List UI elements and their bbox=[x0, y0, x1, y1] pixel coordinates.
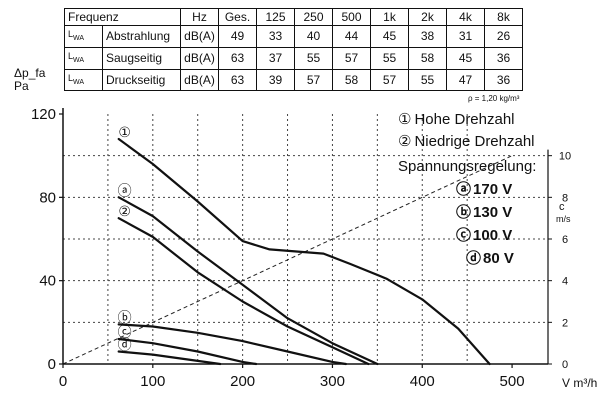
y2-tick-label: 4 bbox=[562, 276, 568, 288]
y2-axis-label: c bbox=[559, 201, 565, 213]
curve-label: ⓒ bbox=[118, 324, 132, 340]
symbol-subscript: WA bbox=[73, 78, 85, 86]
table-row: LWA Saugseitig dB(A) 63 37 55 57 55 58 4… bbox=[64, 46, 523, 70]
y-tick-label: 80 bbox=[39, 189, 56, 206]
table-cell: 57 bbox=[332, 46, 371, 70]
table-row: LWA Druckseitig dB(A) 63 39 57 58 57 55 … bbox=[64, 68, 523, 92]
legend-voltage: ⓑ 130 V bbox=[456, 203, 512, 221]
series-line bbox=[117, 323, 347, 366]
legend-voltage: ⓓ 80 V bbox=[466, 249, 514, 267]
chart-legend: ① Hohe Drehzahl ② Niedrige Drehzahl Spannu… bbox=[398, 111, 536, 267]
table-cell: 55 bbox=[294, 46, 333, 70]
series-line bbox=[117, 337, 258, 366]
table-row-label: Druckseitig bbox=[102, 68, 181, 92]
table-header-cell: 125 bbox=[256, 8, 295, 26]
symbol-subscript: WA bbox=[73, 34, 85, 42]
table-cell: 39 bbox=[256, 68, 295, 92]
legend-voltage: ⓐ 170 V bbox=[456, 180, 512, 198]
y2-tick-label: 6 bbox=[562, 234, 568, 246]
series-line bbox=[117, 217, 370, 366]
symbol-text: L bbox=[68, 29, 74, 39]
x-tick-label: 200 bbox=[230, 373, 255, 390]
y2-tick-label: 8 bbox=[562, 192, 568, 204]
axes: 0 100 200 300 400 500 0 40 80 120 0 2 4 6 8 10 bbox=[31, 106, 571, 390]
curve-label: ⓓ bbox=[118, 337, 132, 353]
x-tick-label: 0 bbox=[59, 373, 67, 390]
y-axis-unit: Pa bbox=[14, 79, 29, 93]
symbol-text: L bbox=[68, 50, 74, 61]
legend-item: ① Hohe Drehzahl bbox=[398, 111, 515, 128]
x-tick-label: 400 bbox=[410, 373, 435, 390]
table-cell: 40 bbox=[294, 25, 333, 48]
x-tick-label: 500 bbox=[500, 373, 525, 390]
symbol-text: L bbox=[68, 72, 74, 83]
y2-tick-label: 2 bbox=[562, 317, 568, 329]
y-tick-label: 40 bbox=[39, 273, 56, 290]
x-tick-label: 100 bbox=[140, 373, 165, 390]
series-line bbox=[117, 196, 379, 366]
table-unit-cell: dB(A) bbox=[180, 25, 219, 48]
table-header-cell: 500 bbox=[332, 8, 371, 26]
grid bbox=[63, 114, 548, 364]
table-cell: 57 bbox=[294, 68, 333, 92]
density-note: ρ = 1,20 kg/m³ bbox=[468, 94, 520, 103]
series-line bbox=[117, 137, 491, 366]
table-row-label: Abstrahlung bbox=[102, 25, 181, 48]
sound-power-table: Frequenz Hz Ges. 125 250 500 1k 2k 4k 8k… bbox=[64, 8, 523, 92]
table-cell: 26 bbox=[484, 25, 523, 48]
curve-label: ② bbox=[118, 203, 131, 219]
table-cell: 58 bbox=[332, 68, 371, 92]
table-header-cell: 8k bbox=[484, 8, 523, 26]
table-cell: 63 bbox=[218, 46, 257, 70]
velocity-line bbox=[62, 155, 513, 365]
table-row-label: Saugseitig bbox=[102, 46, 181, 70]
y-axis-label: Δp_fa bbox=[14, 66, 46, 80]
table-header-cell: 2k bbox=[408, 8, 447, 26]
y2-axis-unit: m/s bbox=[556, 214, 571, 224]
table-header-cell: Frequenz bbox=[64, 8, 181, 26]
table-header-cell: 1k bbox=[370, 8, 409, 26]
table-unit-cell: dB(A) bbox=[180, 46, 219, 70]
curve-label: ⓑ bbox=[118, 309, 132, 325]
table-header-cell: Ges. bbox=[218, 8, 257, 26]
series-group: ① ⓐ ② ⓑⓒⓓ bbox=[117, 124, 491, 366]
x-axis-label: V m³/h bbox=[562, 376, 597, 390]
y-tick-label: 0 bbox=[48, 356, 56, 373]
y-tick-label: 120 bbox=[31, 106, 56, 123]
y2-tick-label: 0 bbox=[562, 359, 568, 371]
table-header-row: Frequenz Hz Ges. 125 250 500 1k 2k 4k 8k bbox=[64, 8, 523, 26]
series-line bbox=[117, 350, 222, 366]
velocity-reference-line bbox=[62, 155, 513, 365]
table-unit-cell: dB(A) bbox=[180, 68, 219, 92]
y2-tick-label: 10 bbox=[559, 151, 571, 163]
table-cell: 47 bbox=[446, 68, 485, 92]
table-cell: 57 bbox=[370, 68, 409, 92]
legend-voltage: ⓒ 100 V bbox=[456, 226, 512, 244]
table-cell: 36 bbox=[484, 46, 523, 70]
legend-item: ② Niedrige Drehzahl bbox=[398, 133, 535, 150]
symbol-subscript: WA bbox=[73, 56, 85, 64]
table-header-cell: 250 bbox=[294, 8, 333, 26]
x-tick-label: 300 bbox=[320, 373, 345, 390]
curve-label: ① bbox=[118, 124, 131, 140]
table-cell: 36 bbox=[484, 68, 523, 92]
legend-subtitle: Spannungsregelung: bbox=[398, 158, 536, 175]
curve-label: ⓐ bbox=[118, 182, 132, 198]
